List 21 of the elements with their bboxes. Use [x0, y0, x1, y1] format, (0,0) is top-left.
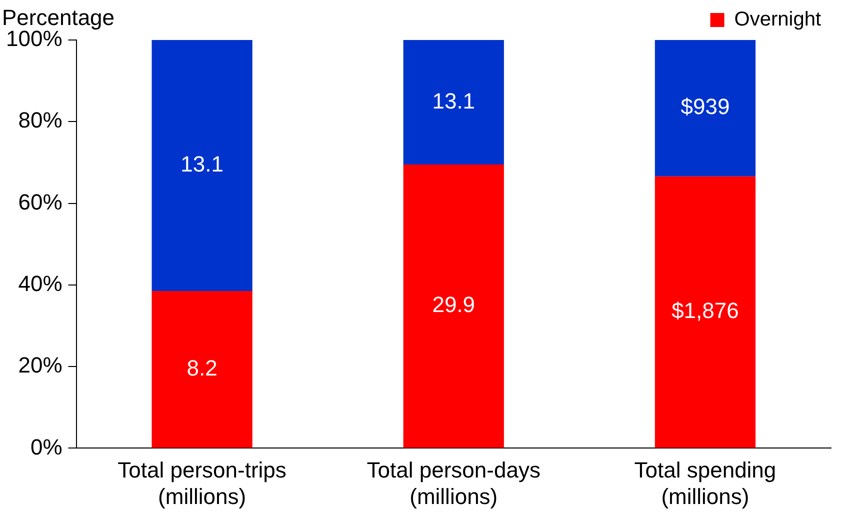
bar [654, 176, 756, 448]
annotation: 29.9 [432, 292, 476, 318]
bar [403, 164, 504, 448]
legend-label: Overnight [734, 8, 822, 31]
y-tick-label: 60% [18, 189, 62, 214]
x-tick-label: Total person-trips (millions) [118, 457, 286, 509]
annotation: $1,876 [672, 298, 739, 324]
bar [152, 291, 252, 448]
annotation: 8.2 [186, 355, 218, 380]
annotation: 13.1 [180, 152, 224, 177]
y-tick-label: 0% [30, 434, 62, 460]
annotation: 13.1 [432, 88, 476, 114]
x-tick-label: Total spending (millions) [634, 457, 776, 509]
y-tick-label: 20% [18, 352, 62, 378]
y-tick-label: 80% [18, 108, 62, 133]
bar [152, 40, 252, 292]
y-tick-label: 40% [18, 270, 62, 296]
bar [403, 40, 504, 164]
bar [654, 40, 756, 176]
x-tick-label: Total person-days (millions) [366, 457, 540, 509]
annotation: $939 [680, 94, 730, 120]
